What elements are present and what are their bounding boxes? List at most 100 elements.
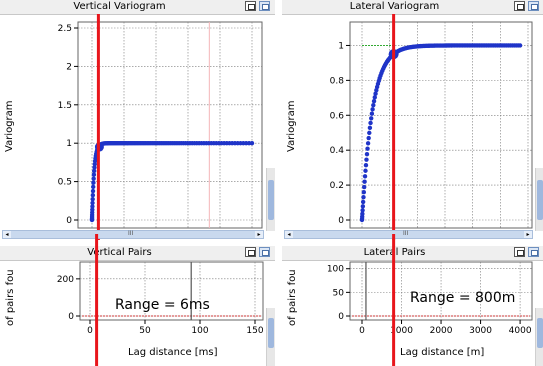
model-point	[369, 116, 374, 121]
range-annotation: Range = 6ms	[115, 297, 210, 313]
y-tick-label: 50	[333, 288, 345, 298]
y-tick-label: 0	[338, 216, 344, 226]
y-tick-label: 1	[66, 139, 72, 149]
x-tick-label: 100	[191, 326, 208, 336]
model-point	[91, 168, 97, 174]
vertical-pairs-panel: Vertical Pairs of pairs fou 0 200 0 50 100 15…	[0, 234, 275, 366]
restore-button[interactable]	[259, 247, 270, 257]
maximize-button[interactable]	[245, 247, 256, 257]
x-tick-label: 50	[139, 326, 151, 336]
scroll-thumb[interactable]	[268, 180, 274, 220]
model-point	[92, 165, 97, 170]
restore-button[interactable]	[528, 247, 539, 257]
y-tick-label: 2	[66, 62, 72, 72]
lateral-variogram-plot: 0 0.2 0.4 0.6 0.8 1	[330, 14, 533, 240]
x-tick-label: 0	[87, 326, 93, 336]
scroll-thumb[interactable]	[268, 318, 274, 348]
scroll-right-arrow[interactable]: ▸	[255, 231, 263, 238]
vertical-pairs-vscrollbar[interactable]	[266, 308, 275, 366]
model-point	[365, 141, 371, 146]
model-point	[364, 151, 370, 157]
y-tick-label: 0.8	[330, 76, 345, 86]
model-point	[362, 174, 368, 179]
scroll-left-arrow[interactable]: ◂	[285, 231, 293, 238]
model-point	[360, 208, 365, 213]
model-point	[90, 188, 96, 194]
x-tick-label: 4000	[509, 326, 532, 336]
y-tick-label: 200	[57, 275, 74, 285]
model-point	[90, 207, 95, 212]
model-point	[91, 180, 96, 185]
model-point	[372, 95, 377, 100]
maximize-button[interactable]	[514, 247, 525, 257]
y-tick-label: 2.5	[58, 24, 72, 34]
lateral-variogram-titlebar: Lateral Variogram	[282, 0, 543, 15]
lateral-pairs-vscrollbar[interactable]	[535, 308, 543, 366]
vertical-pairs-title: Vertical Pairs	[87, 247, 152, 258]
y-tick-label: 1	[338, 41, 344, 51]
model-point	[364, 157, 369, 162]
restore-button[interactable]	[528, 1, 539, 11]
model-point	[369, 111, 375, 116]
restore-button[interactable]	[259, 1, 270, 11]
model-point	[362, 184, 367, 190]
scroll-left-arrow[interactable]: ◂	[3, 231, 11, 238]
y-tick-label: 0.5	[58, 178, 72, 188]
model-point	[362, 179, 367, 184]
y-tick-label: 1.5	[58, 101, 72, 111]
model-point	[90, 200, 95, 206]
model-point	[91, 172, 97, 177]
model-point	[367, 130, 372, 136]
lateral-variogram-panel: Lateral Variogram Variogram 0 0.2 0.4 0.6 0.…	[282, 0, 543, 240]
model-point	[366, 135, 371, 141]
vertical-pairs-plot: 0 200 0 50 100 150	[57, 234, 264, 366]
scroll-thumb[interactable]	[537, 180, 543, 220]
x-tick-label: 150	[246, 326, 263, 336]
y-tick-label: 0	[68, 312, 74, 322]
x-tick-label: 0	[359, 326, 365, 336]
lateral-pairs-panel: Lateral Pairs of pairs fou 0 50 100 0 1000 20…	[282, 234, 543, 366]
model-point	[363, 163, 369, 168]
y-tick-label: 0.2	[330, 181, 344, 191]
lateral-variogram-hscrollbar[interactable]: ◂ III ▸	[284, 230, 533, 239]
vertical-pairs-titlebar: Vertical Pairs	[0, 246, 275, 261]
range-annotation: Range = 800m	[410, 290, 516, 306]
vertical-variogram-plot: 0 0.5 1 1.5 2 2.5	[58, 14, 263, 240]
y-tick-label: 0	[66, 216, 72, 226]
y-tick-label: 0.6	[330, 111, 345, 121]
scrollbar-grip: III	[403, 230, 409, 237]
plot-frame	[77, 21, 263, 229]
y-tick-label: 100	[327, 265, 344, 275]
model-point	[249, 141, 255, 146]
model-point	[373, 91, 378, 96]
scroll-thumb[interactable]	[537, 318, 543, 348]
model-point	[90, 196, 95, 202]
lateral-pairs-xlabel: Lag distance [m]	[400, 347, 485, 358]
model-point	[90, 192, 96, 198]
x-tick-label: 3000	[469, 326, 492, 336]
y-tick-label: 0	[338, 312, 344, 322]
vertical-variogram-titlebar: Vertical Variogram	[0, 0, 275, 15]
vertical-variogram-vscrollbar[interactable]	[266, 168, 275, 231]
y-tick-label: 0.4	[330, 146, 345, 156]
model-point	[371, 98, 377, 104]
x-tick-label: 2000	[430, 326, 453, 336]
model-point	[361, 195, 366, 200]
maximize-button[interactable]	[514, 1, 525, 11]
model-point	[91, 176, 96, 181]
x-tick-label: 1000	[390, 326, 413, 336]
model-point	[360, 204, 366, 209]
vertical-variogram-title: Vertical Variogram	[73, 1, 166, 12]
scroll-right-arrow[interactable]: ▸	[524, 231, 532, 238]
model-point	[517, 43, 523, 48]
model-point	[370, 107, 375, 112]
vertical-variogram-hscrollbar[interactable]: ◂ III ▸	[2, 230, 264, 239]
lateral-variogram-title: Lateral Variogram	[349, 1, 440, 12]
model-point	[367, 125, 373, 131]
model-point	[363, 168, 368, 173]
vertical-pairs-xlabel: Lag distance [ms]	[128, 347, 218, 358]
maximize-button[interactable]	[245, 1, 256, 11]
model-point	[360, 199, 366, 205]
lateral-variogram-vscrollbar[interactable]	[535, 168, 543, 231]
